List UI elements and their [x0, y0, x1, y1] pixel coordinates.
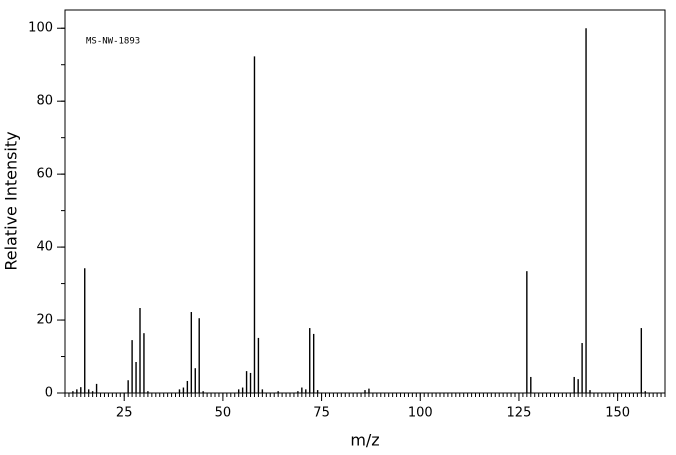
- x-axis-label: m/z: [350, 431, 379, 450]
- y-tick-label: 60: [36, 167, 53, 182]
- x-tick-label: 75: [313, 406, 330, 421]
- x-tick-label: 150: [605, 406, 630, 421]
- y-tick-label: 80: [36, 94, 53, 109]
- x-tick-label: 100: [408, 406, 433, 421]
- plot-frame: [64, 9, 666, 394]
- y-tick-label: 100: [28, 21, 53, 36]
- y-tick-label: 20: [36, 313, 53, 328]
- y-tick-label: 40: [36, 240, 53, 255]
- x-tick-label: 50: [215, 406, 232, 421]
- y-tick-label: 0: [45, 386, 53, 401]
- annotation: MS-NW-1893: [86, 37, 140, 47]
- x-tick-label: 125: [507, 406, 532, 421]
- x-tick-label: 25: [116, 406, 133, 421]
- y-axis-label: Relative Intensity: [2, 131, 21, 270]
